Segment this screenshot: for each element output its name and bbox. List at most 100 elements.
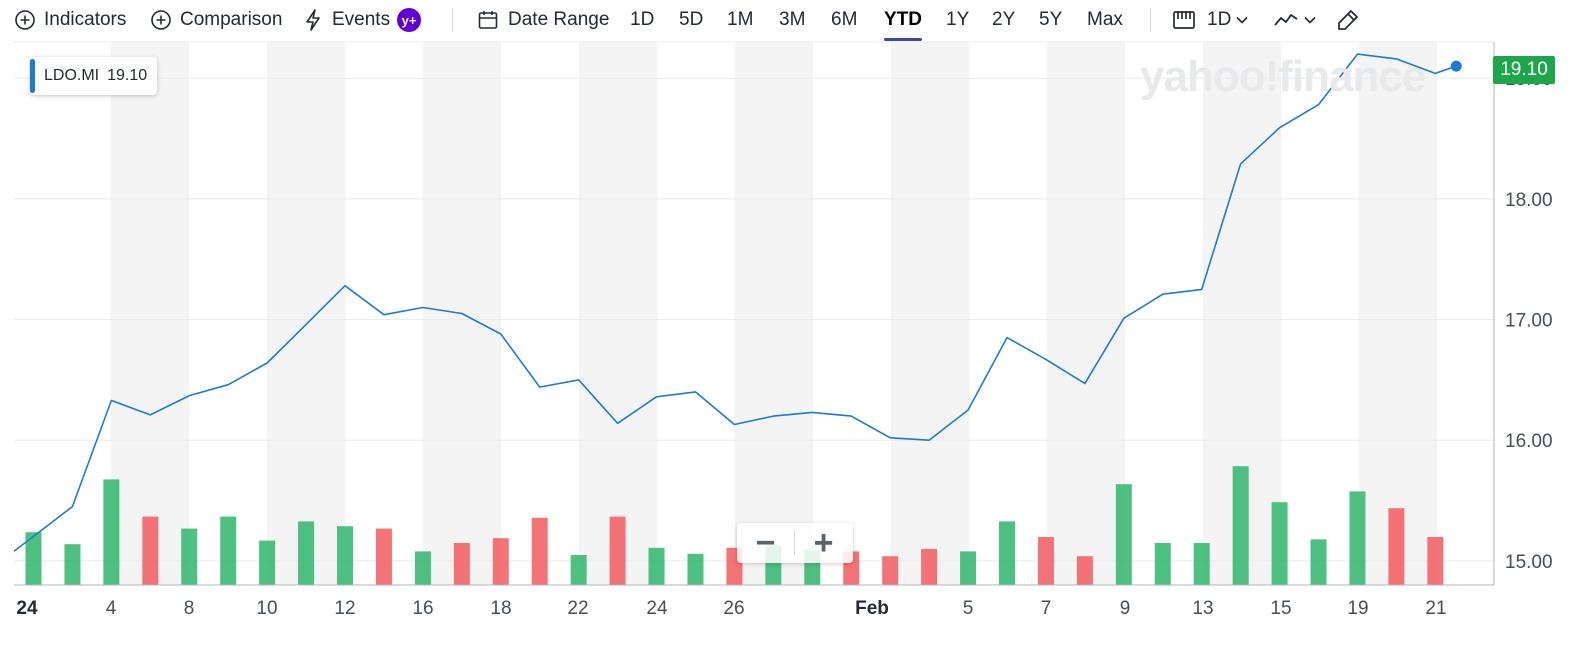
volume-bar	[1115, 484, 1132, 585]
range-3m[interactable]: 3M	[779, 9, 806, 30]
comparison-label: Comparison	[180, 9, 283, 30]
x-axis-labels: 24 4 8 10 12 16 18 22 24 26 Feb 5 7 9 13 15 19 21	[16, 598, 1446, 619]
y-tick-label: 16.00	[1505, 431, 1553, 452]
draw-tool-button[interactable]	[1336, 0, 1360, 40]
volume-bar	[882, 556, 899, 585]
last-price-point	[1450, 60, 1462, 72]
range-2y[interactable]: 2Y	[992, 9, 1016, 30]
volume-bar	[1427, 537, 1444, 585]
background-band	[1359, 42, 1437, 585]
volume-bar	[64, 544, 81, 585]
chart-toolbar: Indicators Comparison Events y+ Date Ran…	[0, 0, 1590, 41]
events-button[interactable]: Events y+	[304, 0, 422, 40]
zoom-divider	[794, 530, 795, 556]
ticker-legend[interactable]: LDO.MI 19.10	[30, 57, 158, 95]
volume-bar	[999, 521, 1015, 585]
range-5d[interactable]: 5D	[679, 9, 704, 30]
background-band	[267, 42, 345, 585]
legend-color-marker	[30, 59, 35, 93]
volume-bar	[259, 540, 276, 585]
chart-type-select[interactable]	[1273, 0, 1316, 40]
line-chart-icon	[1274, 14, 1298, 26]
legend-ticker: LDO.MI	[44, 67, 100, 84]
background-band	[579, 42, 657, 585]
volume-bars	[25, 466, 1444, 585]
x-tick-label: 16	[412, 598, 433, 619]
y-tick-label: 17.00	[1505, 311, 1553, 332]
zoom-out-button[interactable]: −	[755, 523, 776, 562]
x-tick-label: 13	[1192, 598, 1213, 619]
events-label: Events	[332, 9, 391, 30]
yahoo-finance-watermark: yahoo!finance	[1140, 52, 1426, 101]
volume-bar	[25, 532, 42, 585]
price-line	[13, 53, 1462, 552]
x-tick-label: 4	[106, 598, 117, 619]
x-tick-label: 15	[1270, 598, 1291, 619]
x-tick-label: 8	[184, 598, 195, 619]
volume-bar	[1388, 508, 1405, 585]
volume-bar	[570, 555, 587, 585]
volume-bar	[142, 516, 159, 585]
comparison-button[interactable]: Comparison	[150, 0, 282, 40]
volume-bar	[375, 528, 392, 585]
volume-bar	[1037, 537, 1054, 585]
plus-circle-icon	[15, 10, 35, 30]
events-premium-badge: y+	[397, 8, 422, 32]
background-band	[891, 42, 969, 585]
volume-bar	[453, 543, 470, 585]
zoom-controls: − +	[737, 523, 853, 563]
volume-bar	[609, 516, 626, 585]
range-1y[interactable]: 1Y	[946, 9, 970, 30]
x-tick-label: 12	[334, 598, 355, 619]
range-5y[interactable]: 5Y	[1039, 9, 1063, 30]
price-series-line	[13, 53, 1457, 552]
volume-bar	[1193, 543, 1210, 585]
x-tick-label: 21	[1425, 598, 1446, 619]
x-tick-label: Feb	[855, 598, 889, 619]
range-ytd[interactable]: YTD	[884, 9, 922, 30]
toolbar-divider	[452, 8, 453, 32]
active-range-indicator	[884, 38, 922, 41]
volume-bar	[1271, 502, 1288, 585]
toolbar-divider	[1150, 8, 1151, 32]
volume-bar	[921, 549, 938, 585]
volume-bar	[492, 538, 509, 585]
range-1d[interactable]: 1D	[630, 9, 655, 30]
zoom-in-button[interactable]: +	[813, 523, 834, 562]
chevron-down-icon	[1236, 16, 1248, 24]
pencil-icon	[1338, 10, 1358, 30]
interval-select[interactable]: 1D	[1172, 0, 1248, 40]
volume-bar	[687, 553, 704, 585]
background-band	[1047, 42, 1125, 585]
chart-axes	[14, 41, 1495, 586]
volume-bar	[648, 547, 665, 585]
background-band	[111, 42, 189, 585]
date-range-label: Date Range	[508, 9, 610, 30]
x-tick-label: 24	[646, 598, 668, 619]
legend-price: 19.10	[107, 67, 148, 84]
volume-bar	[298, 521, 315, 585]
x-tick-label: 22	[567, 598, 588, 619]
volume-bar	[1154, 543, 1171, 585]
volume-bar	[1076, 556, 1093, 585]
volume-bar	[337, 526, 354, 585]
bolt-icon	[306, 9, 320, 31]
range-1m[interactable]: 1M	[727, 9, 754, 30]
x-tick-label: 10	[256, 598, 277, 619]
date-range-button[interactable]: Date Range	[477, 0, 609, 40]
calendar-icon	[478, 11, 498, 29]
volume-bar	[1310, 539, 1327, 585]
last-price-tag: 19.10	[1493, 56, 1555, 84]
indicators-button[interactable]: Indicators	[14, 0, 126, 40]
background-bands	[111, 42, 1437, 585]
range-6m[interactable]: 6M	[831, 9, 858, 30]
indicators-label: Indicators	[44, 9, 127, 30]
volume-bar	[1232, 466, 1249, 585]
plus-circle-icon	[151, 10, 171, 30]
range-max[interactable]: Max	[1087, 9, 1123, 30]
x-tick-label: 24	[16, 598, 38, 619]
background-band	[735, 42, 813, 585]
x-tick-label: 9	[1120, 598, 1131, 619]
